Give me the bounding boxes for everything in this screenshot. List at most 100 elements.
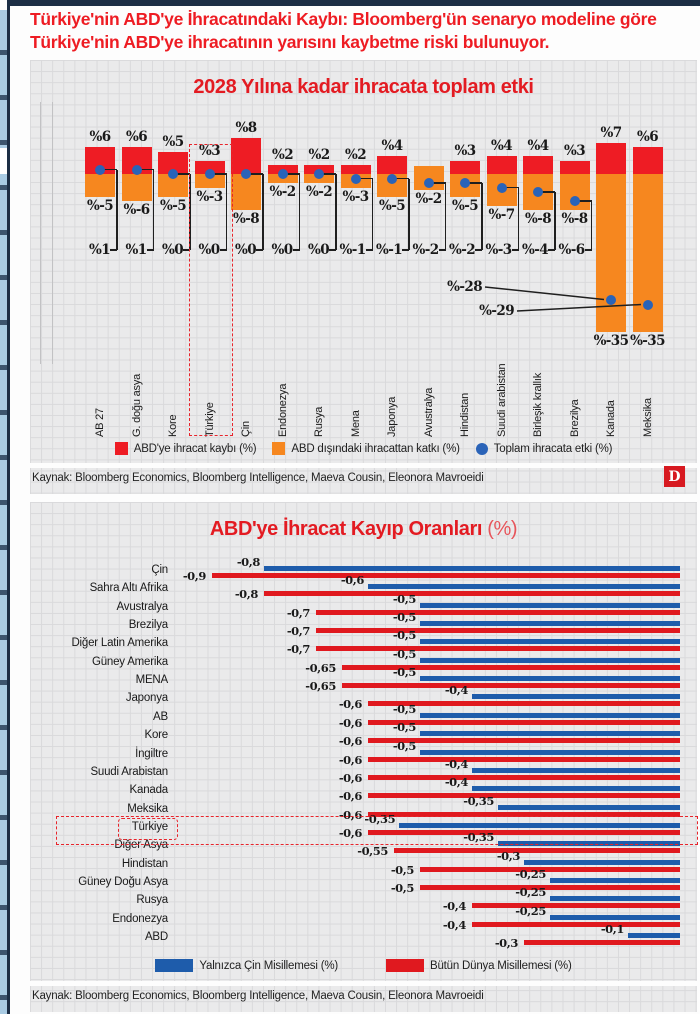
bar-china-only-retaliation bbox=[472, 694, 680, 700]
value-label-top: %3 bbox=[198, 142, 221, 159]
bar-whole-world-retaliation bbox=[420, 884, 680, 890]
value-label-whole-world: -0,8 bbox=[234, 587, 259, 602]
bar-china-only-retaliation bbox=[472, 786, 680, 792]
bar-whole-world-retaliation bbox=[264, 591, 680, 597]
connector-line bbox=[554, 192, 556, 250]
value-label-bottom: %-8 bbox=[524, 211, 552, 227]
category-label: Endonezya bbox=[276, 383, 289, 437]
bar-whole-world-retaliation bbox=[368, 756, 680, 762]
highlight-row-box-turkiye bbox=[56, 815, 698, 845]
row-label: Japonya bbox=[125, 692, 168, 705]
row-label: Rusya bbox=[136, 894, 168, 907]
y-axis-line bbox=[52, 102, 53, 364]
value-label-bottom: %-3 bbox=[342, 188, 369, 205]
value-label-top: %4 bbox=[527, 138, 549, 154]
connector-line bbox=[505, 186, 519, 189]
bar-whole-world-retaliation bbox=[472, 921, 680, 927]
category-label: Kore bbox=[167, 414, 179, 437]
value-label-whole-world: -0,65 bbox=[305, 660, 336, 675]
total-callout-label: %-6 bbox=[558, 242, 585, 258]
highlight-box-turkiye bbox=[188, 144, 233, 436]
row-label: Diğer Asya bbox=[114, 839, 168, 852]
top-border-bar bbox=[10, 0, 700, 6]
row-label: Kore bbox=[144, 729, 169, 742]
bar-china-only-retaliation bbox=[368, 584, 680, 590]
total-dot bbox=[496, 182, 507, 193]
legend-label-nonus-contribution: ABD dışındaki ihracattan katkı (%) bbox=[291, 442, 460, 455]
total-dot bbox=[423, 178, 434, 188]
bar-china-only-retaliation bbox=[628, 933, 680, 938]
value-label-china-only: -0,5 bbox=[392, 701, 417, 716]
total-callout-label: %-28 bbox=[447, 279, 482, 295]
total-callout-label: %-4 bbox=[521, 242, 549, 258]
total-dot bbox=[350, 173, 361, 184]
bar-us-export-loss bbox=[340, 165, 371, 174]
category-label: Çin bbox=[240, 421, 252, 437]
value-label-china-only: -0,5 bbox=[392, 591, 417, 606]
connector-line bbox=[444, 183, 446, 250]
value-label-whole-world: -0,5 bbox=[390, 862, 415, 877]
bar-whole-world-retaliation bbox=[394, 848, 680, 854]
total-dot bbox=[241, 169, 251, 179]
blue-dot-swatch bbox=[475, 442, 488, 455]
connector-tick bbox=[475, 249, 482, 251]
legend-label-whole-world: Bütün Dünya Misillemesi (%) bbox=[430, 959, 572, 972]
connector-line bbox=[396, 177, 409, 180]
connector-line bbox=[359, 177, 373, 180]
total-callout-label: %-1 bbox=[375, 242, 403, 258]
bar-whole-world-retaliation bbox=[368, 829, 680, 835]
value-label-whole-world: -0,3 bbox=[494, 936, 519, 950]
category-label: Avustralya bbox=[422, 387, 435, 437]
bar-nonus-contribution bbox=[158, 174, 188, 197]
legend-label-total-effect: Toplam ihracata etki (%) bbox=[493, 442, 613, 455]
category-label: Japonya bbox=[386, 396, 398, 437]
value-label-bottom: %-2 bbox=[415, 191, 442, 207]
value-label-china-only: -0,25 bbox=[515, 903, 546, 918]
value-label-whole-world: -0,6 bbox=[338, 734, 363, 749]
category-label: Suudi arabistan bbox=[495, 363, 508, 437]
legend-item-china-only: Yalnızca Çin Misillemesi (%) bbox=[155, 959, 338, 972]
row-label: MENA bbox=[135, 674, 169, 687]
value-label-whole-world: -0,55 bbox=[357, 844, 388, 859]
connector-tick bbox=[365, 249, 373, 251]
value-label-bottom: %-8 bbox=[561, 211, 588, 227]
row-label: Brezilya bbox=[128, 619, 169, 632]
total-callout-label: %0 bbox=[198, 242, 220, 258]
y-axis-line bbox=[40, 102, 41, 364]
connector-line bbox=[371, 178, 373, 250]
bar-us-export-loss bbox=[377, 156, 407, 174]
chart2-title-unit: (%) bbox=[487, 518, 518, 540]
bar-whole-world-retaliation bbox=[368, 738, 680, 744]
bar-us-export-loss bbox=[596, 142, 626, 174]
value-label-top: %3 bbox=[563, 142, 586, 159]
bar-nonus-contribution bbox=[121, 174, 152, 201]
connector-line bbox=[590, 201, 592, 250]
value-label-bottom: %-8 bbox=[232, 211, 260, 227]
value-label-top: %7 bbox=[600, 124, 622, 141]
highlight-label-box-turkiye bbox=[118, 817, 178, 840]
connector-line bbox=[286, 173, 300, 175]
value-label-china-only: -0,25 bbox=[515, 885, 546, 900]
value-label-top: %2 bbox=[344, 147, 367, 163]
orange-square-swatch bbox=[272, 442, 286, 455]
value-label-bottom: %-5 bbox=[378, 197, 406, 214]
row-label: Türkiye bbox=[131, 820, 169, 833]
row-label: İngiltre bbox=[135, 747, 168, 760]
connector-tick bbox=[511, 249, 519, 251]
source-row: Kaynak: Bloomberg Economics, Bloomberg I… bbox=[32, 472, 484, 484]
connector-tick bbox=[438, 249, 446, 251]
total-callout-label: %1 bbox=[125, 242, 147, 258]
bar-us-export-loss bbox=[523, 156, 553, 174]
connector-line bbox=[469, 182, 482, 184]
chart2-title: ABD'ye İhracat Kayıp Oranları (%) bbox=[30, 518, 697, 541]
bar-us-export-loss bbox=[632, 147, 663, 174]
bar-nonus-contribution bbox=[377, 174, 407, 197]
total-callout-label: %0 bbox=[271, 242, 293, 258]
value-label-china-only: -0,35 bbox=[364, 811, 396, 826]
bar-china-only-retaliation bbox=[420, 749, 680, 755]
connector-tick bbox=[110, 249, 117, 251]
total-callout-label: %-2 bbox=[412, 242, 439, 258]
chart2-title-text: ABD'ye İhracat Kayıp Oranları bbox=[209, 518, 483, 540]
category-label: Hindistan bbox=[459, 392, 471, 437]
row-label: AB bbox=[153, 710, 168, 723]
